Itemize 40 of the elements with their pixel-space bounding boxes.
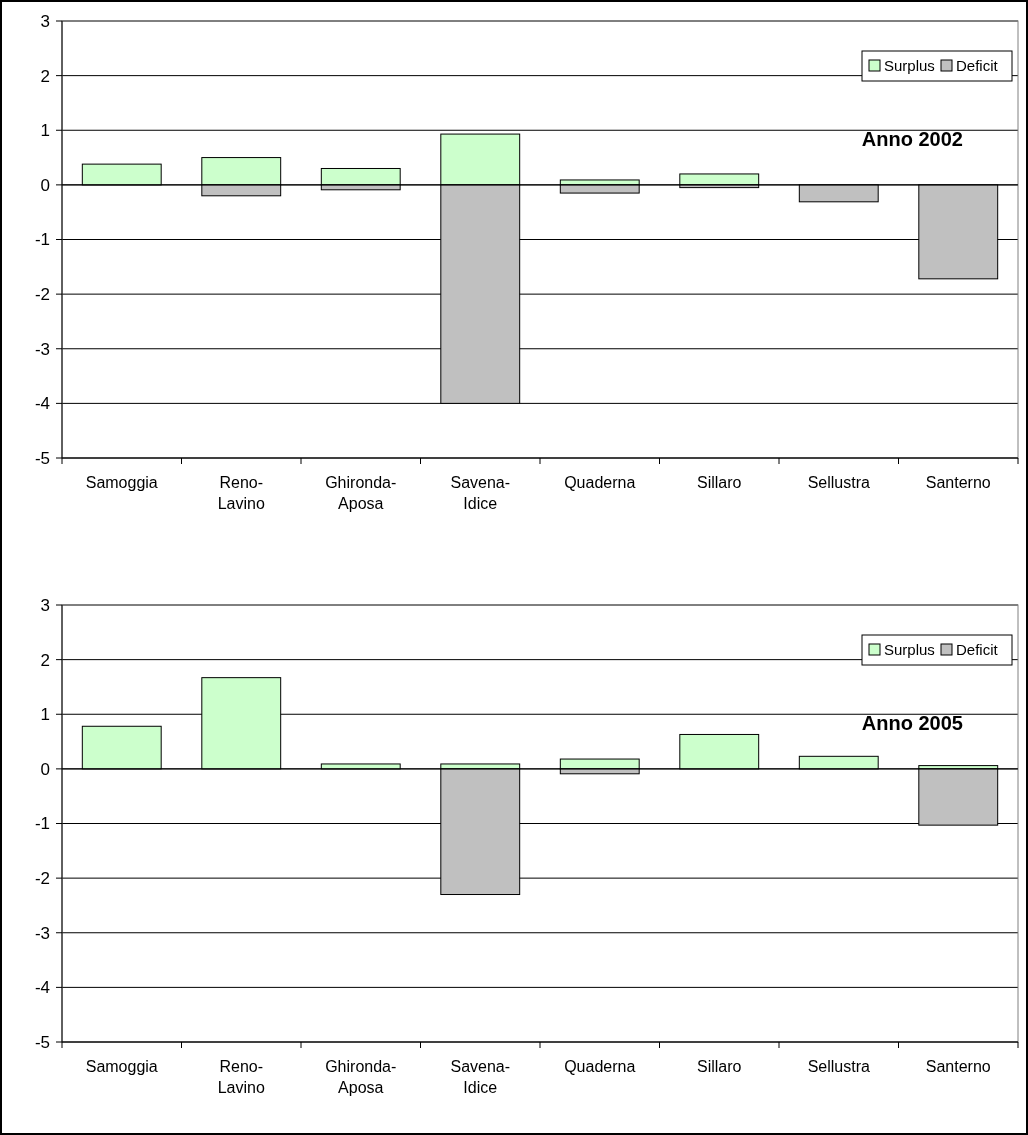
x-tick-label: Samoggia [85,1058,158,1075]
x-tick-label: Santerno [925,1058,991,1075]
y-tick-label: 0 [40,759,50,779]
y-tick-label: 0 [40,175,50,195]
x-tick-label: Savena-Idice [450,1058,511,1096]
y-tick-label: -3 [34,339,50,359]
y-tick-label: -2 [34,869,50,889]
text: Anno 2002 [861,128,963,150]
x-tick-label: Reno-Lavino [217,1058,265,1096]
y-tick-label: 3 [40,11,50,31]
y-tick-label: 1 [40,705,50,725]
legend-label: Deficit [956,641,999,659]
x-tick-label: Sellustra [807,474,870,491]
y-tick-label: -4 [34,394,50,414]
x-tick-label: Quaderna [564,1058,636,1075]
y-tick-label: -5 [34,1032,50,1052]
legend-label: Surplus [884,641,935,659]
y-tick-label: 1 [40,121,50,141]
x-tick-label: Ghironda-Aposa [325,1058,397,1096]
x-tick-label: Sellustra [807,1058,870,1075]
y-tick-label: -4 [34,978,50,998]
y-tick-label: -5 [34,448,50,468]
x-tick-label: Reno-Lavino [217,474,265,512]
x-tick-label: Sillaro [697,1058,742,1075]
x-tick-label: Quaderna [564,474,636,491]
x-tick-label: Ghironda-Aposa [325,474,397,512]
y-tick-label: -3 [34,923,50,943]
x-tick-label: Savena-Idice [450,474,511,512]
y-tick-label: -1 [34,814,50,834]
x-tick-label: Santerno [925,474,991,491]
y-tick-label: -2 [34,285,50,305]
x-tick-label: Sillaro [697,474,742,491]
legend-label: Surplus [884,57,935,75]
y-tick-label: 2 [40,650,50,670]
x-tick-label: Samoggia [85,474,158,491]
y-tick-label: -1 [34,230,50,250]
y-tick-label: 2 [40,66,50,86]
legend-label: Deficit [956,57,999,75]
y-tick-label: 3 [40,595,50,615]
text: Anno 2005 [861,712,963,734]
